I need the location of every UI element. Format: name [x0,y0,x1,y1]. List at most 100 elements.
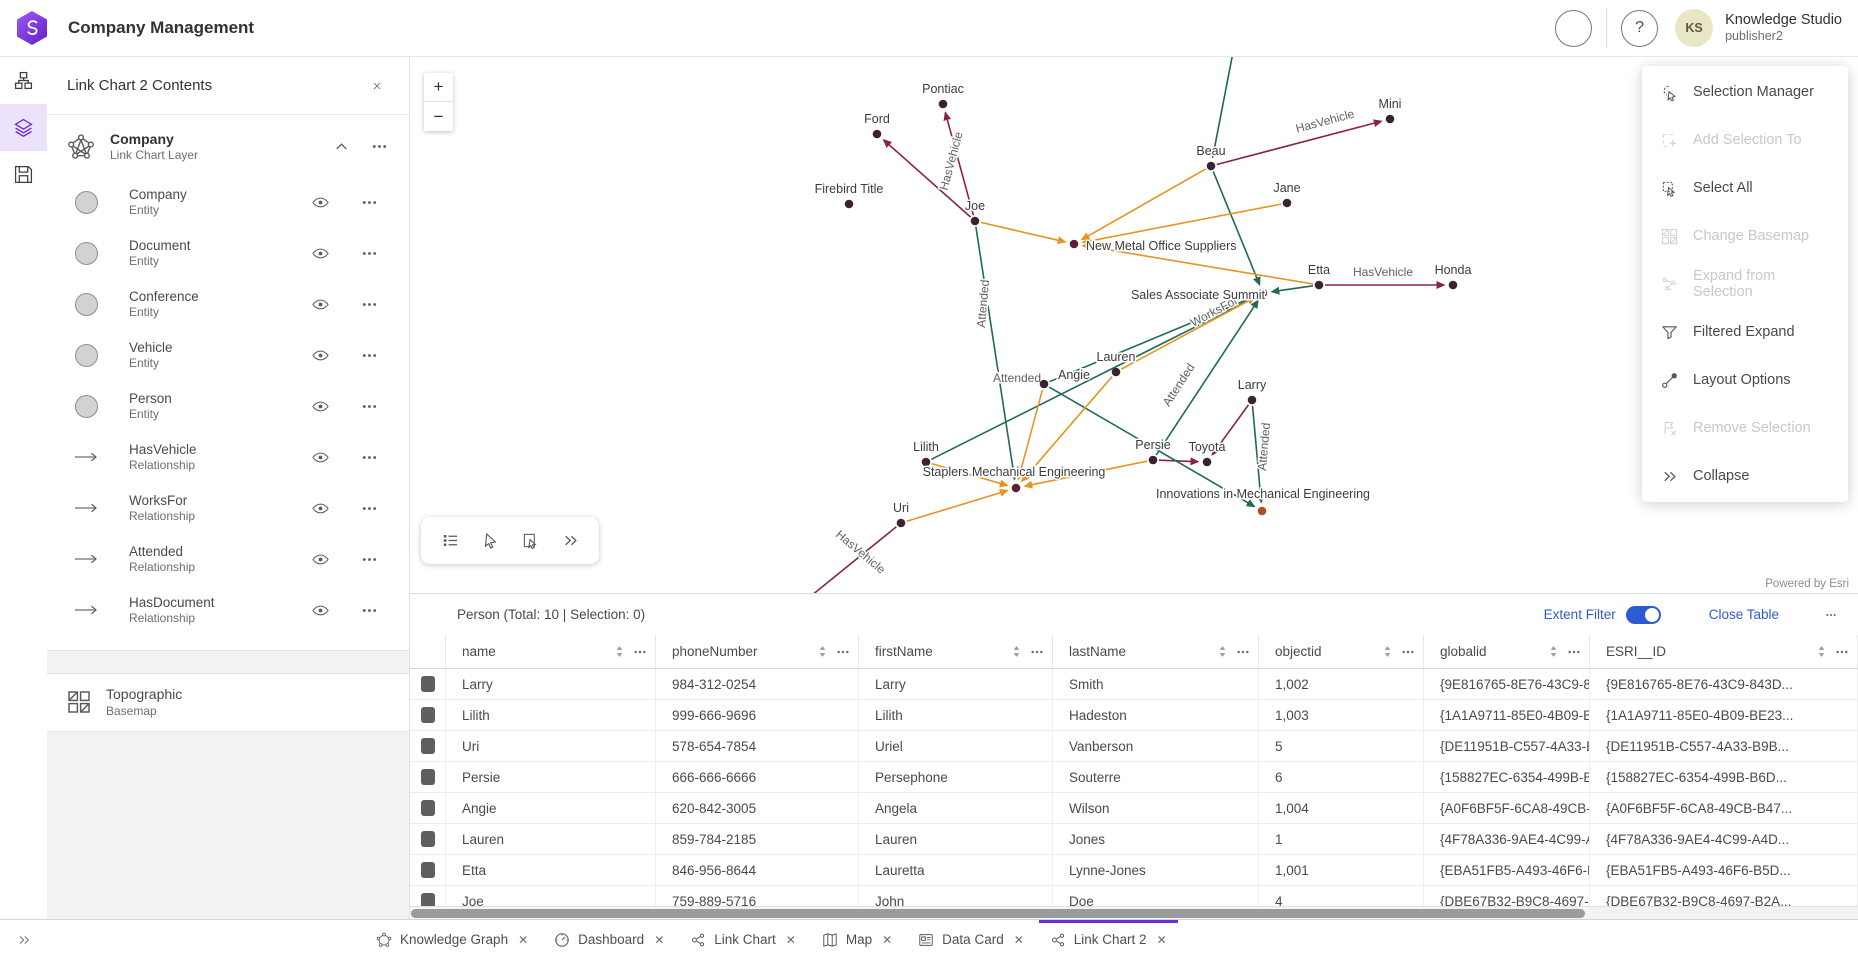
row-checkbox[interactable] [420,676,435,692]
contents-item-vehicle[interactable]: Vehicle Entity [47,330,409,381]
graph-node-pontiac[interactable] [938,99,948,109]
extent-filter-toggle[interactable] [1625,605,1661,624]
graph-edge-uri-offv[interactable] [785,526,897,593]
graph-node-larry[interactable] [1247,395,1257,405]
rail-item-save[interactable] [0,151,47,198]
horizontal-scrollbar[interactable] [410,906,1858,920]
graph-edge-persie-sas[interactable] [1155,299,1259,456]
graph-edge-joe-pontiac[interactable] [943,111,975,216]
sort-icon[interactable] [818,645,827,658]
visibility-toggle[interactable] [312,395,334,417]
link-chart-canvas[interactable]: HasVehicle HasVehicle HasVehicle HasVehicle… [410,57,1858,593]
avatar[interactable]: KS [1675,9,1714,47]
contents-item-worksfor[interactable]: WorksFor Relationship [47,483,409,534]
graph-node-staplers[interactable] [1011,483,1021,493]
pointer-select-button[interactable] [470,521,510,561]
link-chart-layer-row[interactable]: Company Link Chart Layer [47,115,409,177]
graph-edge-lilith-sas[interactable] [931,296,1257,461]
row-checkbox[interactable] [420,893,435,906]
item-options-button[interactable] [361,344,383,366]
table-options-button[interactable] [1819,603,1843,627]
column-menu-icon[interactable] [1236,645,1250,659]
tab-data-card[interactable]: Data Card ✕ [905,920,1037,959]
contents-item-person[interactable]: Person Entity [47,381,409,432]
collapse-layer-button[interactable] [333,136,355,158]
graph-edge-topsrc-beau[interactable] [1210,57,1234,159]
rail-item-data-model[interactable] [0,57,47,104]
menu-item-selection-manager[interactable]: Selection Manager [1642,68,1848,116]
graph-node-toyota[interactable] [1202,457,1212,467]
item-options-button[interactable] [361,599,383,621]
graph-node-honda[interactable] [1448,280,1458,290]
row-checkbox[interactable] [420,831,435,847]
tab-knowledge-graph[interactable]: Knowledge Graph ✕ [363,920,541,959]
visibility-toggle[interactable] [312,344,334,366]
zoom-in-button[interactable]: + [424,73,453,102]
marquee-select-button[interactable] [510,521,550,561]
item-options-button[interactable] [361,548,383,570]
item-options-button[interactable] [361,293,383,315]
sort-icon[interactable] [1012,645,1021,658]
graph-edge-angie-staplers[interactable] [1016,389,1044,481]
menu-item-filtered-expand[interactable]: Filtered Expand [1642,308,1848,356]
column-menu-icon[interactable] [1401,645,1415,659]
column-header-firstname[interactable]: firstName [859,635,1053,668]
graph-node-beau[interactable] [1206,161,1216,171]
item-options-button[interactable] [361,395,383,417]
sort-icon[interactable] [615,645,624,658]
close-table-button[interactable]: Close Table [1703,606,1785,623]
column-header-phonenumber[interactable]: phoneNumber [656,635,859,668]
close-panel-button[interactable] [365,74,389,98]
graph-edge-etta-nmos[interactable] [1081,242,1314,285]
tab-dashboard[interactable]: Dashboard ✕ [541,920,677,959]
row-checkbox[interactable] [420,862,435,878]
edit-title-button[interactable] [278,15,304,41]
tab-close-icon[interactable]: ✕ [1156,932,1167,947]
item-options-button[interactable] [361,191,383,213]
graph-edge-persie-toyota[interactable] [1158,457,1200,466]
graph-edge-joe-nmos[interactable] [980,221,1067,245]
column-menu-icon[interactable] [1567,645,1581,659]
column-header-lastname[interactable]: lastName [1053,635,1259,668]
row-checkbox[interactable] [420,800,435,816]
column-menu-icon[interactable] [1030,645,1044,659]
graph-edge-beau-nmos[interactable] [1080,168,1207,241]
visibility-toggle[interactable] [312,242,334,264]
graph-node-etta[interactable] [1314,280,1324,290]
graph-edge-larry-toyota[interactable] [1211,404,1250,456]
tab-close-icon[interactable]: ✕ [1013,932,1024,947]
item-options-button[interactable] [361,242,383,264]
tab-link-chart[interactable]: Link Chart ✕ [677,920,809,959]
more-tools-button[interactable] [550,521,590,561]
graph-edge-uri-staplers[interactable] [906,488,1009,523]
graph-edge-lilith-staplers[interactable] [931,462,1009,488]
column-header-esri__id[interactable]: ESRI__ID [1590,635,1858,668]
rail-item-layers[interactable] [0,104,47,151]
visibility-toggle[interactable] [312,497,334,519]
contents-item-attended[interactable]: Attended Relationship [47,534,409,585]
graph-node-joe[interactable] [970,216,980,226]
scrollbar-thumb[interactable] [411,909,1585,918]
graph-edge-beau-sas[interactable] [1212,171,1261,287]
graph-edge-persie-staplers[interactable] [1023,460,1148,489]
tab-close-icon[interactable]: ✕ [654,932,665,947]
graph-edge-larry-innovations[interactable] [1251,405,1265,504]
sort-icon[interactable] [1218,645,1227,658]
tab-close-icon[interactable]: ✕ [518,932,529,947]
graph-node-angie[interactable] [1039,379,1049,389]
graph-node-lauren[interactable] [1111,367,1121,377]
sort-icon[interactable] [1549,645,1558,658]
field-list-button[interactable] [430,521,470,561]
graph-edge-lauren-sas[interactable] [1120,296,1257,370]
graph-node-sas[interactable] [1258,288,1268,298]
expand-rail-button[interactable] [0,920,47,959]
visibility-toggle[interactable] [312,293,334,315]
column-header-globalid[interactable]: globalid [1424,635,1590,668]
search-button[interactable] [1555,9,1593,47]
basemap-row[interactable]: Topographic Basemap [47,673,409,732]
layer-options-button[interactable] [371,136,393,158]
graph-node-mini[interactable] [1385,114,1395,124]
menu-item-collapse[interactable]: Collapse [1642,452,1848,500]
menu-item-layout-options[interactable]: Layout Options [1642,356,1848,404]
visibility-toggle[interactable] [312,191,334,213]
